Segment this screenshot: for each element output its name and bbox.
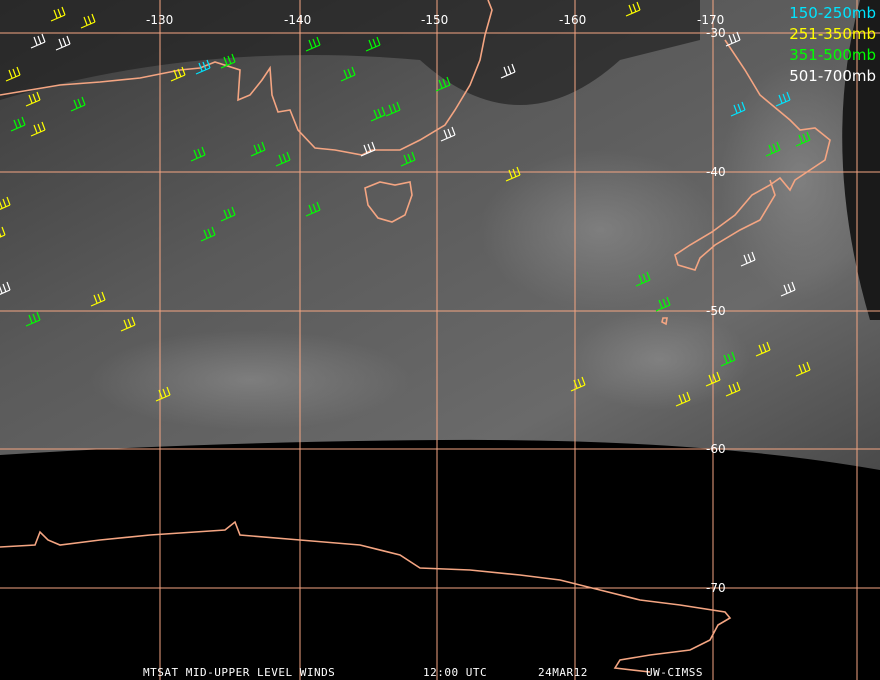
latitude-label: -40 bbox=[706, 165, 726, 179]
new-zealand bbox=[674, 39, 831, 271]
tasmania bbox=[364, 181, 413, 223]
legend-entry: 251-350mb bbox=[789, 25, 876, 43]
wind-barb bbox=[385, 101, 401, 117]
wind-barb bbox=[30, 121, 46, 137]
wind-barb bbox=[30, 33, 46, 49]
footer-time: 12:00 UTC bbox=[423, 666, 487, 679]
footer-product: MTSAT MID-UPPER LEVEL WINDS bbox=[143, 666, 335, 679]
wind-barb bbox=[625, 1, 641, 17]
coastlines bbox=[0, 0, 831, 673]
wind-barb bbox=[755, 341, 771, 357]
wind-barb bbox=[765, 141, 781, 157]
wind-barb bbox=[400, 151, 416, 167]
wind-barb bbox=[775, 91, 791, 107]
wind-barb bbox=[50, 6, 66, 22]
wind-barb bbox=[705, 371, 721, 387]
legend-entry: 150-250mb bbox=[789, 4, 876, 22]
wind-barb bbox=[25, 311, 41, 327]
cloud bbox=[570, 310, 750, 410]
longitude-label: -160 bbox=[559, 13, 586, 27]
latitude-label: -50 bbox=[706, 304, 726, 318]
wind-barbs bbox=[0, 1, 811, 407]
footer-source: UW-CIMSS bbox=[646, 666, 703, 679]
wind-barb bbox=[0, 196, 11, 210]
wind-barb bbox=[195, 59, 211, 75]
dry-band bbox=[842, 0, 880, 320]
cloud bbox=[90, 330, 410, 430]
wind-barb bbox=[340, 66, 356, 82]
wind-barb bbox=[740, 251, 756, 267]
wind-barb bbox=[360, 141, 376, 157]
legend-entry: 501-700mb bbox=[789, 67, 876, 85]
wind-barb bbox=[635, 271, 651, 287]
wind-barb bbox=[795, 361, 811, 377]
longitude-label: -150 bbox=[421, 13, 448, 27]
wind-barb bbox=[370, 106, 386, 122]
legend-entry: 351-500mb bbox=[789, 46, 876, 64]
latitude-label: -30 bbox=[706, 26, 726, 40]
wind-barb bbox=[675, 391, 691, 407]
wind-barb bbox=[80, 13, 96, 29]
wind-barb bbox=[725, 31, 741, 47]
cloud bbox=[720, 60, 880, 300]
wind-barb bbox=[730, 101, 746, 117]
australia-coast bbox=[0, 0, 493, 156]
wind-barb bbox=[200, 226, 216, 242]
wind-barb bbox=[170, 66, 186, 82]
wind-barb bbox=[220, 53, 236, 69]
wind-barb bbox=[0, 281, 11, 295]
footer-date: 24MAR12 bbox=[538, 666, 588, 679]
wind-barb bbox=[500, 63, 516, 79]
antarctica-coast bbox=[0, 520, 732, 673]
wind-barb bbox=[10, 116, 26, 132]
wind-barb bbox=[365, 36, 381, 52]
longitude-label: -130 bbox=[146, 13, 173, 27]
wind-barb bbox=[250, 141, 266, 157]
latitude-label: -70 bbox=[706, 581, 726, 595]
wind-barb bbox=[90, 291, 106, 307]
island bbox=[661, 317, 668, 326]
wind-barb bbox=[655, 296, 671, 312]
wind-barb bbox=[55, 35, 71, 51]
wind-barb bbox=[720, 351, 736, 367]
wind-barb bbox=[25, 91, 41, 107]
wind-barb bbox=[305, 36, 321, 52]
wind-barb bbox=[220, 206, 236, 222]
wind-barb bbox=[435, 76, 451, 92]
wind-barb bbox=[570, 376, 586, 392]
wind-barb bbox=[190, 146, 206, 162]
longitude-label: -140 bbox=[284, 13, 311, 27]
wind-barb bbox=[0, 226, 6, 238]
latitude-label: -60 bbox=[706, 442, 726, 456]
wind-barb bbox=[440, 126, 456, 142]
cloud bbox=[480, 150, 720, 310]
dry-band bbox=[0, 0, 700, 105]
wind-barb bbox=[5, 66, 21, 82]
wind-barb bbox=[70, 96, 86, 112]
longitude-label: -170 bbox=[697, 13, 724, 27]
wind-barb bbox=[275, 151, 291, 167]
wind-barb bbox=[780, 281, 796, 297]
wind-barb bbox=[155, 386, 171, 402]
wind-barb bbox=[795, 131, 811, 147]
wind-barb bbox=[725, 381, 741, 397]
wind-barb bbox=[120, 316, 136, 332]
wind-barb bbox=[505, 166, 521, 182]
wind-barb bbox=[305, 201, 321, 217]
